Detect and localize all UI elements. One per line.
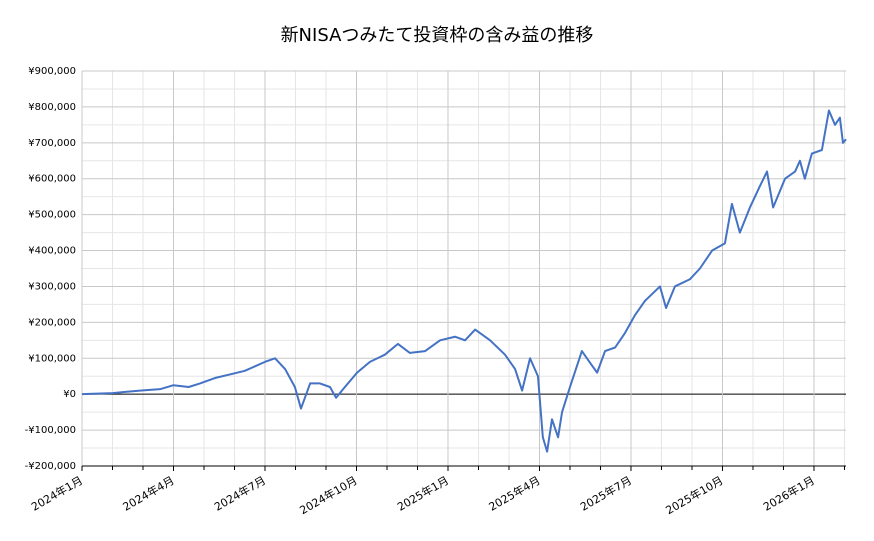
y-tick-label: ¥500,000 <box>28 210 76 221</box>
x-tick-label: 2024年1月 <box>29 473 85 514</box>
x-tick-label: 2025年1月 <box>395 473 451 514</box>
y-tick-label: ¥700,000 <box>28 138 76 149</box>
x-tick-label: 2024年4月 <box>120 473 176 514</box>
y-tick-label: ¥400,000 <box>28 246 76 257</box>
y-tick-label: ¥200,000 <box>28 317 76 328</box>
line-series <box>81 109 847 453</box>
y-tick-label: ¥800,000 <box>28 102 76 113</box>
y-tick-label: -¥200,000 <box>25 461 76 472</box>
x-tick-label: 2025年7月 <box>578 473 634 514</box>
x-tick-label: 2026年1月 <box>761 473 817 514</box>
x-tick-label: 2025年4月 <box>486 473 542 514</box>
y-tick-label: ¥300,000 <box>28 281 76 292</box>
x-tick-label: 2024年7月 <box>212 473 268 514</box>
y-tick-label: ¥100,000 <box>28 353 76 364</box>
x-tick-label: 2024年10月 <box>297 473 359 517</box>
y-tick-label: ¥600,000 <box>28 174 76 185</box>
y-tick-label: ¥900,000 <box>28 66 76 77</box>
y-tick-label: ¥0 <box>63 389 76 400</box>
chart-title: 新NISAつみたて投資枠の含み益の推移 <box>281 25 594 46</box>
x-tick-label: 2025年10月 <box>663 473 725 517</box>
y-tick-label: -¥100,000 <box>25 425 76 436</box>
